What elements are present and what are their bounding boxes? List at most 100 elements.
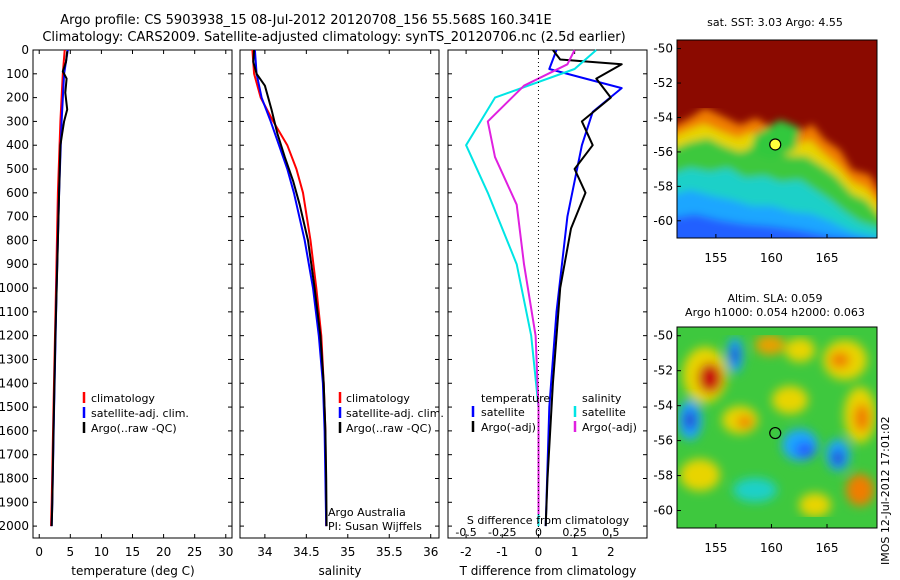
x-tick-label: 34	[257, 545, 272, 559]
y-tick-label: 500	[6, 162, 29, 176]
y-tick-label: 400	[6, 138, 29, 152]
sst-argo-marker	[769, 138, 782, 151]
legend-label-argo: Argo(..raw -QC)	[346, 422, 432, 435]
temperature-legend: climatology satellite-adj. clim. Argo(..…	[82, 392, 189, 435]
x-tick-label: 10	[94, 545, 109, 559]
y-tick-label: 900	[6, 257, 29, 271]
y-tick-label: 0	[21, 43, 29, 57]
legend-label-t-satellite: satellite	[481, 406, 525, 419]
x-tick-label: 35	[340, 545, 355, 559]
map-y-tick-label: -54	[653, 110, 673, 124]
t-diff-xlabel: T difference from climatology	[459, 564, 637, 578]
y-tick-label: 1600	[0, 424, 29, 438]
x-tick-label: 2	[607, 545, 615, 559]
map-y-tick-label: -58	[653, 469, 673, 483]
x-tick-label: 5	[66, 545, 74, 559]
y-tick-label: 1700	[0, 448, 29, 462]
map-x-tick-label: 165	[816, 541, 839, 555]
y-tick-label: 300	[6, 114, 29, 128]
x-tick-label: 0	[35, 545, 43, 559]
figure-title: Argo profile: CS 5903938_15 08-Jul-2012 …	[60, 13, 551, 28]
sla-map-ticks: 155 160 165 -50 -52 -54 -56 -58 -60	[653, 329, 838, 555]
x-tick-label: 36	[423, 545, 438, 559]
map-y-tick-label: -56	[653, 145, 673, 159]
series-line	[252, 49, 328, 527]
x2-tick-label: 0	[535, 526, 542, 539]
legend-label-argo: Argo(..raw -QC)	[91, 422, 177, 435]
temperature-panel	[32, 49, 233, 539]
sst-map: 155 160 165 -50 -52 -54 -56 -58 -60	[653, 39, 878, 265]
sla-map-title: Altim. SLA: 0.059	[727, 292, 822, 305]
x-tick-label: 1	[571, 545, 579, 559]
y-tick-label: 1500	[0, 400, 29, 414]
x-tick-label: 25	[187, 545, 202, 559]
series-line	[544, 49, 623, 527]
x-tick-label: 30	[218, 545, 233, 559]
map-x-tick-label: 155	[704, 251, 727, 265]
sla-field	[678, 335, 876, 517]
sla-map: 155 160 165 -50 -52 -54 -56 -58 -60	[653, 326, 878, 555]
y-tick-label: 1200	[0, 329, 29, 343]
x-tick-label: 34.5	[293, 545, 320, 559]
y-tick-label: 1400	[0, 376, 29, 390]
x-tick-label: 20	[156, 545, 171, 559]
x-tick-label: 35.5	[376, 545, 403, 559]
legend-title-temperature: temperature	[481, 392, 550, 405]
map-x-tick-label: 155	[704, 541, 727, 555]
map-y-tick-label: -60	[653, 214, 673, 228]
y-tick-label: 100	[6, 67, 29, 81]
s-diff-xlabel: S difference from climatology	[467, 514, 630, 527]
series-line	[544, 49, 623, 527]
y-tick-label: 1000	[0, 281, 29, 295]
legend-label-s-satellite: satellite	[582, 406, 626, 419]
sst-map-title: sat. SST: 3.03 Argo: 4.55	[707, 16, 843, 29]
x-tick-label: 15	[125, 545, 140, 559]
legend-label-satellite: satellite-adj. clim.	[91, 407, 189, 420]
map-y-tick-label: -50	[653, 329, 673, 343]
salinity-legend: climatology satellite-adj. clim. Argo(..…	[328, 392, 444, 533]
axis-ticks: 0 5 10 15 20 25 300100200300400500600700800900…	[0, 43, 647, 559]
x2-tick-label: 0.25	[562, 526, 587, 539]
map-x-tick-label: 160	[760, 251, 783, 265]
y-tick-label: 200	[6, 91, 29, 105]
difference-legend: temperature salinity satellite Argo(-adj…	[471, 392, 637, 434]
x-tick-label: 0	[535, 545, 543, 559]
x2-tick-label: -0.5	[455, 526, 476, 539]
series-line	[486, 49, 576, 515]
map-y-tick-label: -52	[653, 76, 673, 90]
y-tick-label: 700	[6, 210, 29, 224]
salinity-panel	[239, 49, 440, 539]
sst-map-ticks: 155 160 165 -50 -52 -54 -56 -58 -60	[653, 42, 838, 265]
legend-label-climatology: climatology	[346, 392, 410, 405]
annotation-pi: PI: Susan Wijffels	[328, 520, 422, 533]
legend-title-salinity: salinity	[582, 392, 622, 405]
map-x-tick-label: 160	[760, 541, 783, 555]
y-tick-label: 1900	[0, 495, 29, 509]
y-tick-label: 2000	[0, 519, 29, 533]
annotation-owner: Argo Australia	[328, 506, 406, 519]
x-tick-label: -1	[496, 545, 508, 559]
y-tick-label: 1800	[0, 471, 29, 485]
series-line	[50, 51, 69, 527]
series-line	[465, 49, 597, 527]
imos-stamp: IMOS 12-Jul-2012 17:01:02	[879, 416, 892, 565]
legend-label-s-argo: Argo(-adj)	[582, 421, 637, 434]
legend-label-t-argo: Argo(-adj)	[481, 421, 536, 434]
y-tick-label: 600	[6, 186, 29, 200]
salinity-xlabel: salinity	[318, 564, 361, 578]
map-y-tick-label: -50	[653, 42, 673, 56]
map-y-tick-label: -54	[653, 399, 673, 413]
map-y-tick-label: -58	[653, 179, 673, 193]
legend-label-satellite: satellite-adj. clim.	[346, 407, 444, 420]
sst-map-frame	[676, 39, 878, 239]
sst-field	[677, 108, 877, 238]
x2-tick-label: -0.25	[488, 526, 516, 539]
map-x-tick-label: 165	[816, 251, 839, 265]
x2-tick-label: 0.5	[602, 526, 620, 539]
map-y-tick-label: -52	[653, 364, 673, 378]
sla-map-subtitle: Argo h1000: 0.054 h2000: 0.063	[685, 306, 865, 319]
y-tick-label: 1300	[0, 352, 29, 366]
figure-subtitle: Climatology: CARS2009. Satellite-adjuste…	[42, 30, 625, 45]
sla-map-frame	[676, 326, 878, 529]
